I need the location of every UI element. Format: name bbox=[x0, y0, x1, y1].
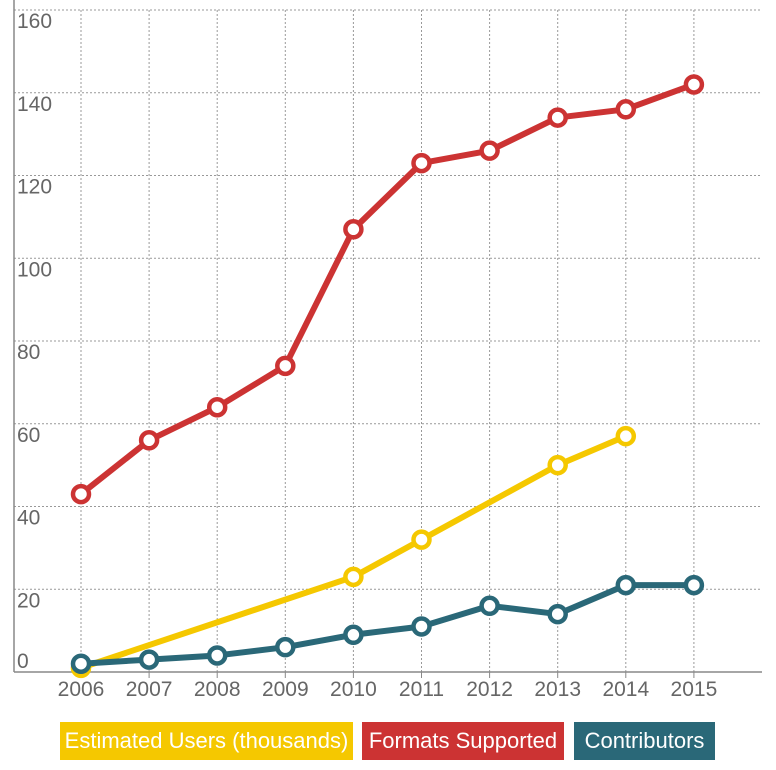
grid bbox=[14, 9, 762, 672]
data-point-estimated-users-thousands bbox=[547, 454, 568, 476]
x-tick-label: 2009 bbox=[262, 678, 309, 701]
series bbox=[70, 74, 705, 679]
x-tick-labels: 2006 2007 2008 2009 2010 2011 2012 2013 2014 2015 bbox=[58, 678, 718, 701]
data-point-formats-supported bbox=[615, 99, 637, 120]
x-tick-label: 2011 bbox=[399, 678, 444, 701]
x-tick-label: 2007 bbox=[126, 678, 173, 701]
y-tick-label: 140 bbox=[17, 93, 52, 116]
data-point-contributors bbox=[411, 616, 432, 637]
y-tick-label: 60 bbox=[17, 424, 40, 447]
legend-item-estimated-users: Estimated Users (thousands) bbox=[60, 722, 353, 760]
legend-item-contributors: Contributors bbox=[574, 722, 715, 760]
y-tick-label: 160 bbox=[17, 10, 52, 33]
data-point-estimated-users-thousands bbox=[411, 529, 432, 550]
data-point-formats-supported bbox=[343, 219, 364, 240]
x-tick-label: 2008 bbox=[194, 678, 241, 701]
legend: Estimated Users (thousands) Formats Supp… bbox=[0, 722, 776, 760]
data-point-contributors bbox=[275, 636, 296, 658]
y-tick-label: 80 bbox=[17, 341, 40, 364]
data-point-formats-supported bbox=[275, 355, 296, 377]
data-point-contributors bbox=[683, 574, 705, 596]
data-point-formats-supported bbox=[547, 107, 568, 128]
series-line-formats-supported bbox=[78, 81, 697, 498]
data-point-contributors bbox=[343, 624, 364, 646]
y-tick-label: 20 bbox=[17, 589, 40, 612]
x-tick-label: 2006 bbox=[58, 678, 105, 701]
data-point-estimated-users-thousands bbox=[343, 566, 364, 588]
data-point-contributors bbox=[547, 603, 568, 625]
data-point-contributors bbox=[615, 574, 637, 596]
x-tick-label: 2010 bbox=[330, 678, 377, 701]
data-point-formats-supported bbox=[70, 483, 92, 505]
data-point-contributors bbox=[138, 649, 160, 670]
y-tick-label: 100 bbox=[17, 258, 52, 281]
x-tick-label: 2012 bbox=[466, 678, 513, 701]
x-tick-label: 2015 bbox=[671, 678, 718, 701]
data-point-contributors bbox=[206, 645, 228, 666]
y-tick-labels: 0 20 40 60 80 100 120 140 160 bbox=[17, 10, 52, 673]
x-tick-label: 2013 bbox=[534, 678, 581, 701]
data-point-estimated-users-thousands bbox=[615, 425, 637, 447]
data-point-formats-supported bbox=[411, 152, 432, 174]
data-point-contributors bbox=[479, 595, 500, 617]
data-point-formats-supported bbox=[206, 396, 228, 418]
series-line-contributors bbox=[78, 582, 697, 667]
y-tick-label: 120 bbox=[17, 176, 52, 199]
y-tick-label: 0 bbox=[17, 650, 29, 673]
legend-item-formats-supported: Formats Supported bbox=[362, 722, 564, 760]
data-point-contributors bbox=[70, 653, 92, 674]
y-tick-label: 40 bbox=[17, 507, 40, 530]
axes bbox=[13, 0, 762, 678]
data-point-formats-supported bbox=[138, 430, 160, 451]
x-tick-label: 2014 bbox=[602, 678, 649, 701]
data-point-formats-supported bbox=[479, 140, 500, 161]
data-point-formats-supported bbox=[683, 74, 705, 95]
